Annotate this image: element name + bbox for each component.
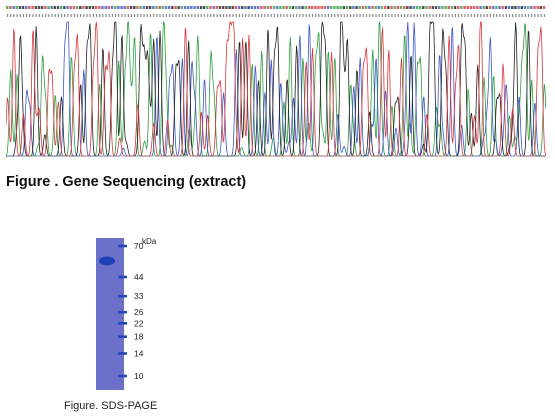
ladder-band: [118, 374, 127, 378]
ladder-band: [118, 275, 127, 279]
ladder-marker-label: 14: [134, 349, 144, 359]
ladder-marker-label: 10: [134, 371, 144, 381]
ladder-marker-label: 18: [134, 332, 144, 342]
sequencing-figure-caption: Figure . Gene Sequencing (extract): [6, 174, 247, 190]
sds-page-figure-caption: Figure. SDS-PAGE: [64, 400, 158, 412]
sample-protein-band: [99, 256, 115, 266]
ladder-marker-label: 33: [134, 291, 144, 301]
trace-g: [6, 21, 546, 157]
ladder-band: [118, 310, 127, 314]
kda-unit-label: kDa: [142, 237, 157, 246]
ladder-marker-label: 70: [134, 241, 144, 251]
ladder-marker-label: 44: [134, 272, 144, 282]
sequencing-chromatogram: [6, 6, 546, 157]
ladder-marker-label: 26: [134, 307, 144, 317]
ladder-band: [118, 352, 127, 355]
ladder-band: [118, 322, 127, 325]
ladder-band: [118, 294, 127, 298]
ladder-band: [118, 244, 127, 248]
ladder-marker-label: 22: [134, 318, 144, 328]
ladder-band: [118, 335, 127, 338]
base-call-strip: [6, 6, 546, 17]
